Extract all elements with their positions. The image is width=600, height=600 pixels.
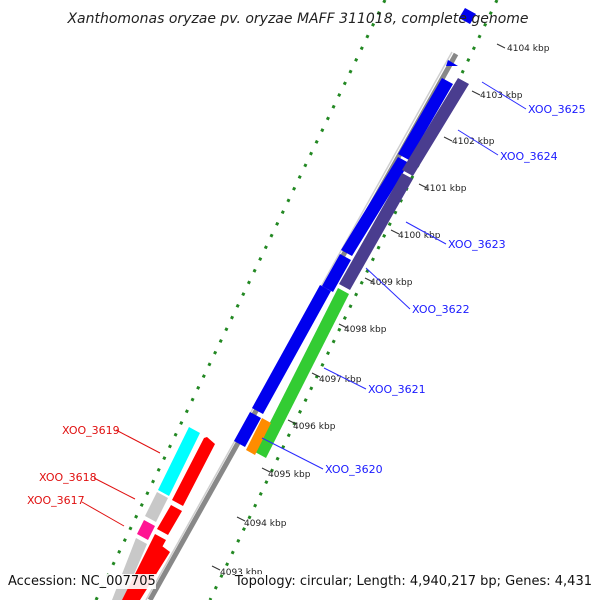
tick-mark [364,277,374,283]
tick-mark [443,136,453,142]
leader-line [405,221,447,245]
tick-mark [287,419,297,425]
gene-feature-xoo-3623[interactable] [322,254,351,292]
tick-mark [261,467,271,473]
tick-label: 4101 kbp [424,184,467,194]
gene-label-xoo-3625[interactable]: XOO_3625 [528,103,586,116]
tick-label: 4093 kbp [220,568,263,578]
gene-feature-xoo-3617[interactable] [137,520,155,540]
map-title: Xanthomonas oryzae pv. oryzae MAFF 31101… [66,11,528,27]
leader-line [365,267,411,310]
tick-label: 4103 kbp [480,91,523,101]
gene-label-xoo-3618[interactable]: XOO_3618 [39,471,97,484]
kbp-ticks [211,43,506,571]
gene-feature-xoo-3626[interactable] [459,8,476,24]
gene-label-xoo-3620[interactable]: XOO_3620 [325,463,383,476]
accession-label: Accession: NC_007705 [8,574,156,589]
gene-label-xoo-3622[interactable]: XOO_3622 [412,303,470,316]
leader-line [81,501,125,527]
gene-label-leaders-reverse [81,429,161,527]
gene-feature-xoo-3622[interactable] [252,285,331,414]
gene-feature-xoo-3618[interactable] [145,492,168,522]
gene-feature-red-1[interactable] [172,437,215,506]
tick-mark [471,90,481,96]
gene-feature-xoo-3620[interactable] [246,418,271,455]
leader-line [261,437,324,470]
gene-label-xoo-3617[interactable]: XOO_3617 [27,494,85,507]
tick-label: 4098 kbp [344,325,387,335]
tick-mark [211,565,221,571]
tick-mark [418,183,428,189]
leader-line [481,81,527,110]
gene-label-xoo-3621[interactable]: XOO_3621 [368,383,426,396]
tick-label: 4097 kbp [319,375,362,385]
tick-label: 4095 kbp [268,470,311,480]
gene-feature-xoo-3625-b[interactable] [402,78,469,176]
tick-label: 4096 kbp [293,422,336,432]
gene-feature-xoo-3620-small[interactable] [234,412,261,447]
arrow-marker [446,60,458,66]
gene-feature-xoo-3625[interactable] [398,78,453,160]
gene-label-xoo-3624[interactable]: XOO_3624 [500,150,558,163]
tick-label: 4104 kbp [507,44,550,54]
tick-mark [311,372,321,378]
tick-mark [338,323,348,329]
tick-label: 4100 kbp [398,231,441,241]
tick-mark [390,229,400,235]
gene-label-xoo-3619[interactable]: XOO_3619 [62,424,120,437]
leader-line [457,129,499,156]
tick-label: 4094 kbp [244,519,287,529]
gene-feature-xoo-3619[interactable] [158,427,200,496]
gene-label-leaders-forward [261,81,527,470]
leader-line [323,367,367,390]
tick-mark [236,516,246,522]
forward-strand-track [234,8,476,447]
topology-label: Topology: circular; Length: 4,940,217 bp… [234,574,592,589]
gene-feature-xoo-3624[interactable] [341,157,409,256]
gene-feature-xoo-3623-b[interactable] [339,173,413,290]
forward-strand-track-2 [246,78,469,458]
tick-mark [496,43,506,49]
tick-label: 4099 kbp [370,278,413,288]
tick-label: 4102 kbp [452,137,495,147]
leader-line [93,477,136,500]
gene-feature-xoo-3621[interactable] [255,288,349,458]
gene-label-xoo-3623[interactable]: XOO_3623 [448,238,506,251]
leader-line [115,429,161,454]
gene-feature-red-2[interactable] [157,505,182,535]
